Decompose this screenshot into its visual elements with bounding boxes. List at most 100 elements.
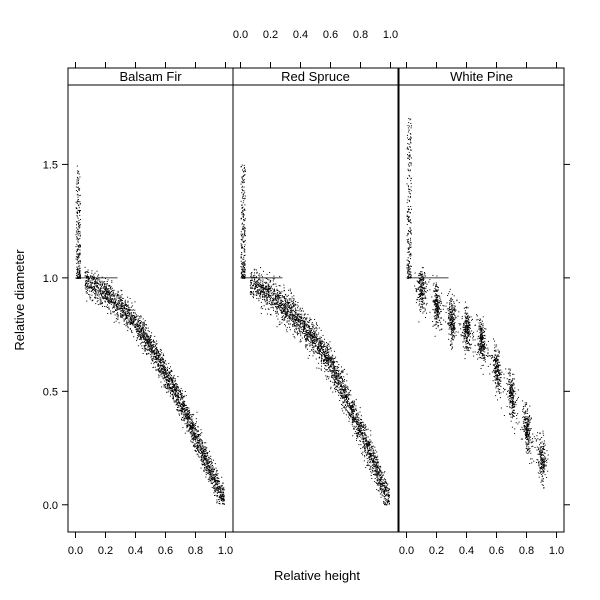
data-point bbox=[312, 335, 314, 337]
data-point bbox=[383, 474, 385, 476]
data-point bbox=[273, 275, 275, 277]
data-point bbox=[283, 287, 285, 289]
data-point bbox=[144, 335, 146, 337]
data-point bbox=[282, 312, 284, 314]
data-point bbox=[285, 297, 287, 299]
data-point bbox=[87, 269, 89, 271]
data-point bbox=[379, 482, 381, 484]
data-point bbox=[301, 337, 303, 339]
data-point bbox=[343, 406, 345, 408]
data-point bbox=[307, 357, 309, 359]
data-point bbox=[174, 389, 176, 391]
data-point bbox=[361, 452, 363, 454]
data-point bbox=[133, 321, 135, 323]
data-point bbox=[181, 395, 183, 397]
data-point bbox=[280, 292, 282, 294]
data-point bbox=[134, 324, 136, 325]
data-point bbox=[242, 228, 244, 230]
data-point bbox=[134, 312, 136, 314]
data-point bbox=[275, 303, 276, 305]
data-point bbox=[294, 329, 296, 331]
data-point bbox=[311, 328, 313, 330]
data-point bbox=[96, 283, 98, 285]
data-point bbox=[99, 284, 101, 286]
data-point bbox=[102, 283, 104, 285]
data-point bbox=[144, 344, 146, 346]
data-point bbox=[285, 306, 287, 307]
data-point bbox=[176, 388, 177, 390]
data-point bbox=[191, 429, 193, 431]
data-point bbox=[79, 260, 81, 262]
data-point bbox=[120, 313, 122, 315]
data-point bbox=[242, 195, 244, 197]
data-point bbox=[198, 434, 200, 435]
data-point bbox=[138, 333, 140, 335]
data-point bbox=[266, 297, 268, 299]
data-point bbox=[243, 179, 245, 181]
data-point bbox=[97, 279, 99, 281]
data-point bbox=[292, 310, 294, 312]
data-point bbox=[264, 299, 266, 301]
data-point bbox=[293, 302, 295, 304]
data-point bbox=[385, 488, 386, 490]
data-point bbox=[137, 335, 139, 336]
data-point bbox=[347, 400, 348, 402]
data-point bbox=[143, 333, 145, 335]
data-point bbox=[144, 341, 146, 342]
data-point bbox=[240, 254, 242, 256]
data-point bbox=[372, 471, 374, 473]
data-point bbox=[158, 356, 159, 358]
data-point bbox=[365, 429, 367, 431]
data-point bbox=[370, 456, 372, 458]
data-point bbox=[207, 461, 209, 463]
data-point bbox=[159, 371, 160, 373]
data-point bbox=[111, 289, 113, 291]
data-point bbox=[150, 339, 152, 341]
data-point bbox=[369, 439, 371, 441]
data-point bbox=[353, 404, 355, 406]
data-point bbox=[135, 324, 137, 326]
data-point bbox=[77, 257, 79, 259]
data-point bbox=[163, 362, 165, 364]
data-point bbox=[77, 177, 79, 179]
data-point bbox=[209, 467, 211, 468]
data-point bbox=[278, 285, 280, 286]
data-point bbox=[208, 456, 210, 458]
data-point bbox=[96, 286, 98, 288]
data-point bbox=[204, 456, 206, 458]
data-point bbox=[191, 416, 193, 418]
data-point bbox=[270, 307, 272, 309]
data-point bbox=[275, 299, 277, 301]
data-point bbox=[209, 470, 211, 472]
data-point bbox=[116, 313, 118, 315]
data-point bbox=[289, 288, 291, 290]
data-point bbox=[287, 300, 288, 302]
data-point bbox=[157, 364, 159, 366]
data-point bbox=[261, 295, 263, 297]
data-point bbox=[132, 321, 134, 322]
data-point bbox=[259, 297, 261, 299]
data-point bbox=[79, 203, 81, 205]
data-point bbox=[221, 500, 223, 502]
data-point bbox=[136, 324, 138, 325]
data-point bbox=[104, 300, 106, 302]
data-point bbox=[76, 201, 78, 203]
data-point bbox=[273, 299, 275, 301]
data-point bbox=[311, 322, 313, 324]
data-point bbox=[143, 337, 145, 339]
data-point bbox=[285, 314, 287, 316]
data-point bbox=[351, 423, 353, 425]
data-point bbox=[77, 241, 79, 243]
data-point bbox=[369, 458, 371, 460]
data-point bbox=[126, 320, 128, 322]
data-point bbox=[185, 416, 186, 418]
data-point bbox=[356, 418, 358, 420]
data-point bbox=[163, 370, 164, 372]
data-point bbox=[379, 475, 380, 477]
data-point bbox=[190, 431, 192, 433]
data-point bbox=[279, 304, 281, 306]
data-point bbox=[337, 390, 339, 392]
data-point bbox=[104, 301, 106, 303]
data-point bbox=[243, 276, 245, 278]
data-point bbox=[158, 364, 160, 366]
